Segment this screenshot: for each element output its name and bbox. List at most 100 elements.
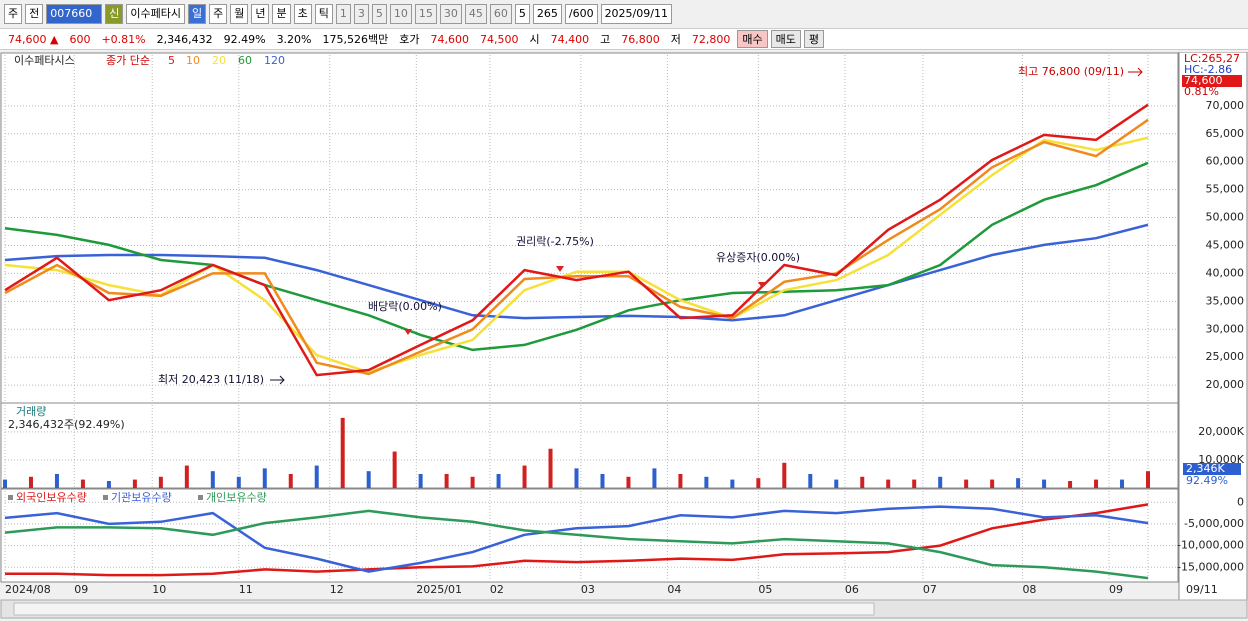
volume-bar bbox=[782, 462, 787, 488]
volume-label: 2,346K bbox=[1186, 462, 1225, 475]
quote-field: 시 bbox=[529, 33, 540, 46]
toolbar-button[interactable]: 5 bbox=[514, 4, 530, 24]
volume-bar bbox=[990, 479, 995, 488]
scroll-thumb[interactable] bbox=[13, 602, 875, 616]
toolbar-button[interactable]: 5 bbox=[371, 4, 387, 24]
toolbar-button[interactable]: 신 bbox=[105, 4, 124, 24]
x-tick-label: 2024/08 bbox=[5, 583, 51, 596]
toolbar: 주 전 007660 신 이수페타시 일 주 월 년 분 초 틱 1 3 5 10 15 30 45 60 5 265/6… bbox=[0, 2, 1248, 26]
y-tick-label: 25,000 bbox=[1206, 350, 1245, 363]
y-tick-label: 30,000 bbox=[1206, 322, 1245, 335]
quote-field: 3.20% bbox=[276, 32, 312, 46]
price-box bbox=[1183, 463, 1241, 475]
series-line bbox=[4, 505, 1149, 573]
volume-bar bbox=[1146, 471, 1150, 488]
volume-bar bbox=[626, 476, 631, 488]
volume-bar bbox=[964, 479, 969, 488]
x-tick-label: 10 bbox=[152, 583, 166, 596]
price-label: 74,600 bbox=[1184, 74, 1223, 87]
volume-bar bbox=[80, 479, 85, 488]
event-marker bbox=[556, 266, 564, 272]
quote-field: 74,600 ▲ bbox=[8, 32, 59, 46]
volume-bar bbox=[1068, 480, 1073, 488]
x-tick-label: 04 bbox=[667, 583, 681, 596]
y-tick-label: 20,000K bbox=[1198, 425, 1244, 438]
volume-bar bbox=[132, 479, 137, 488]
x-tick-label: 05 bbox=[758, 583, 772, 596]
toolbar-button[interactable]: 틱 bbox=[314, 4, 333, 24]
chart-area: 2024/08 09 10 11 12 2025/01 02 03 04 05 06 07 08 09 09… bbox=[0, 52, 1248, 619]
toolbar-button[interactable]: 10 bbox=[389, 4, 412, 24]
toolbar-button[interactable]: 30 bbox=[439, 4, 462, 24]
legend-swatch bbox=[8, 495, 13, 500]
toolbar-button[interactable]: 15 bbox=[414, 4, 437, 24]
volume-bar bbox=[340, 417, 345, 488]
price-label: HC:-2.86 bbox=[1184, 63, 1232, 76]
toolbar-button[interactable]: 265 bbox=[532, 4, 562, 24]
panel-subtitle: 2,346,432주(92.49%) bbox=[8, 418, 125, 431]
volume-bar bbox=[418, 473, 423, 488]
quote-field: 76,800 bbox=[621, 32, 660, 46]
toolbar-button[interactable]: 주 bbox=[4, 4, 23, 24]
volume-bar bbox=[756, 478, 761, 488]
event-marker bbox=[758, 282, 766, 288]
price-label: LC:265,27 bbox=[1184, 52, 1240, 65]
volume-bar bbox=[496, 473, 501, 488]
order-button[interactable]: 매도 bbox=[770, 30, 801, 48]
quote-field: 600 bbox=[69, 32, 91, 46]
volume-bar bbox=[392, 451, 397, 488]
volume-bar bbox=[730, 479, 735, 488]
toolbar-button[interactable]: 년 bbox=[251, 4, 270, 24]
volume-bar bbox=[834, 479, 839, 488]
y-tick-label: 65,000 bbox=[1206, 127, 1245, 140]
toolbar-button[interactable]: 월 bbox=[230, 4, 249, 24]
stock-name: 이수페타시스 bbox=[14, 54, 75, 67]
series-line bbox=[5, 503, 1149, 577]
order-button[interactable]: 평 bbox=[803, 30, 824, 48]
volume-bar bbox=[522, 465, 527, 488]
annotation: 배당락(0.00%) bbox=[368, 300, 442, 313]
volume-bar bbox=[3, 479, 7, 488]
toolbar-button[interactable]: 2025/09/11 bbox=[600, 4, 672, 24]
quote-row: 74,600 ▲ 600 +0.81% 2,346,432 92.49% 3.20% 175… bbox=[0, 28, 1248, 50]
series-line bbox=[4, 118, 1149, 376]
volume-label: 92.49% bbox=[1186, 474, 1228, 487]
toolbar-button[interactable]: 007660 bbox=[46, 4, 103, 24]
quote-field: 74,400 bbox=[550, 32, 590, 46]
toolbar-button[interactable]: 1 bbox=[335, 4, 351, 24]
toolbar-button[interactable]: 일 bbox=[187, 4, 207, 24]
toolbar-button[interactable]: 3 bbox=[353, 4, 369, 24]
toolbar-button[interactable]: 45 bbox=[464, 4, 487, 24]
toolbar-button[interactable]: 분 bbox=[272, 4, 291, 24]
quote-field: 92.49% bbox=[223, 32, 266, 46]
toolbar-button[interactable]: 전 bbox=[25, 4, 44, 24]
volume-bar bbox=[184, 465, 189, 488]
volume-bar bbox=[678, 473, 683, 488]
toolbar-button[interactable]: /600 bbox=[564, 4, 598, 24]
volume-bar bbox=[236, 476, 241, 488]
x-tick-label: 07 bbox=[923, 583, 937, 596]
panel bbox=[0, 52, 1179, 404]
volume-bar bbox=[1120, 479, 1125, 488]
x-tick-label: 09/11 bbox=[1186, 583, 1218, 596]
quote-field: 175,526백만 bbox=[322, 33, 389, 46]
series-line bbox=[4, 509, 1149, 580]
series-line bbox=[4, 103, 1149, 377]
legend-entry: 기관보유수량 bbox=[111, 491, 172, 504]
y-tick-label: 20,000 bbox=[1206, 378, 1245, 391]
x-tick-label: 11 bbox=[239, 583, 253, 596]
y-tick-label: 45,000 bbox=[1206, 238, 1245, 251]
price-box bbox=[1182, 75, 1242, 87]
series-line bbox=[4, 161, 1149, 352]
order-button[interactable]: 매수 bbox=[737, 30, 768, 48]
x-tick-label: 12 bbox=[330, 583, 344, 596]
panel-title: 거래량 bbox=[16, 405, 46, 418]
y-tick-label: 10,000K bbox=[1198, 453, 1244, 466]
series-line bbox=[4, 136, 1149, 374]
toolbar-button[interactable]: 60 bbox=[489, 4, 512, 24]
toolbar-button[interactable]: 이수페타시 bbox=[126, 4, 185, 24]
toolbar-button[interactable]: 주 bbox=[209, 4, 228, 24]
quote-field: 2,346,432 bbox=[156, 32, 213, 46]
legend-entry: 60 bbox=[238, 54, 252, 67]
toolbar-button[interactable]: 초 bbox=[293, 4, 312, 24]
